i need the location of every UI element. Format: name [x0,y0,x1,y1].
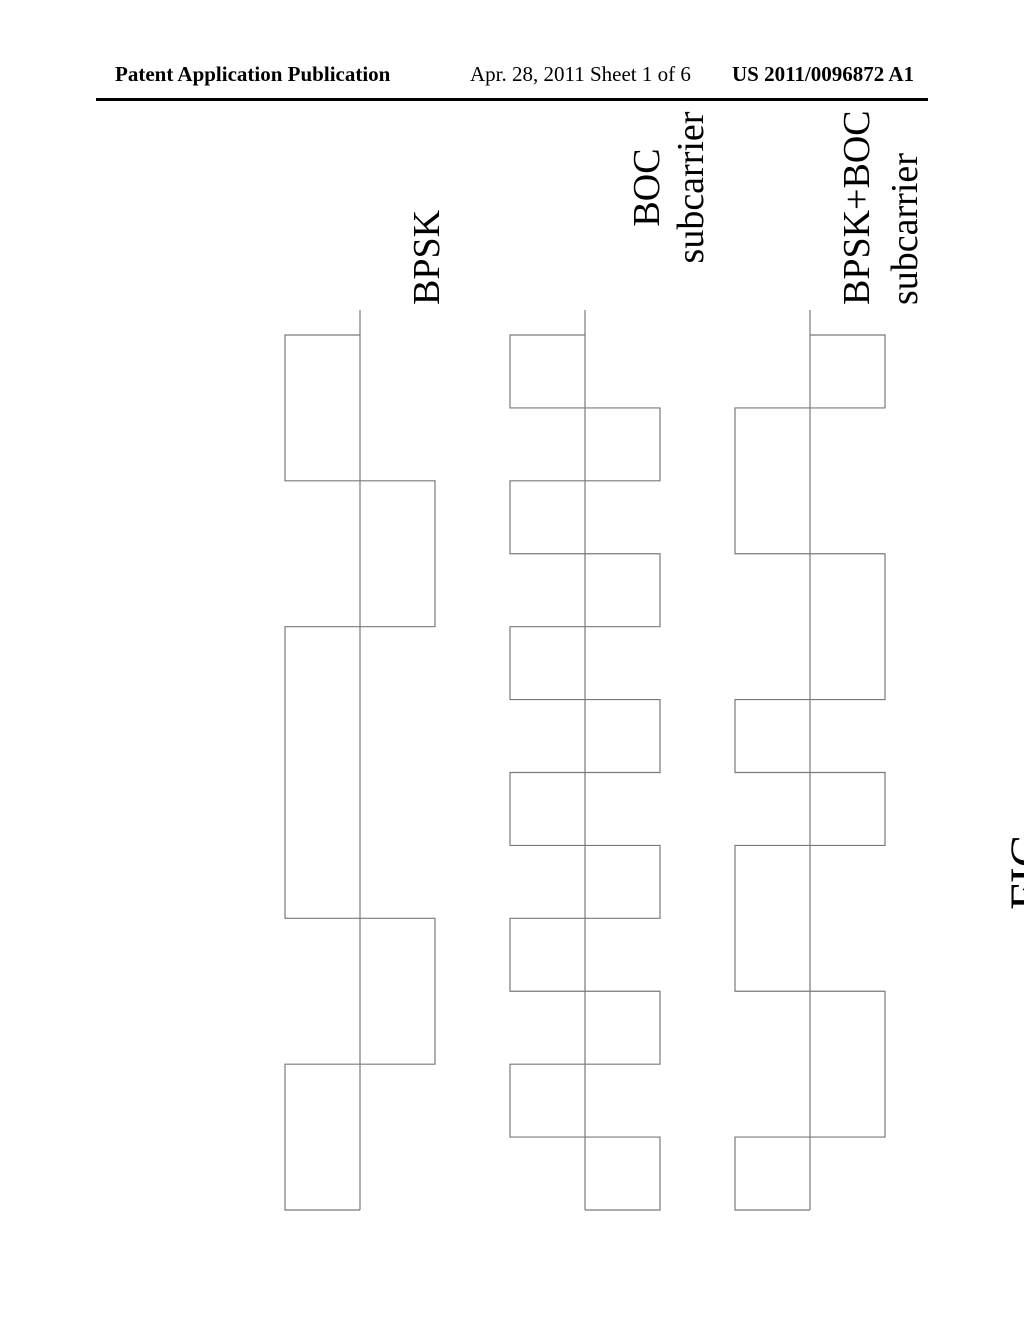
page-header: Patent Application Publication Apr. 28, … [0,62,1024,98]
page: Patent Application Publication Apr. 28, … [0,0,1024,1320]
label-bpsk-plus-boc-line1: BPSK+BOC [835,110,879,305]
label-bpsk: BPSK [405,210,449,305]
figure-caption: FIG. 1 [1000,821,1024,910]
figure-1: BPSK BOC subcarrier BPSK+BOC subcarrier … [100,150,860,1210]
header-right: US 2011/0096872 A1 [732,62,914,87]
header-rule [96,98,928,101]
label-bpsk-plus-boc-line2: subcarrier [883,153,927,305]
header-left: Patent Application Publication [115,62,390,87]
label-boc-subcarrier: BOC subcarrier [625,70,713,305]
